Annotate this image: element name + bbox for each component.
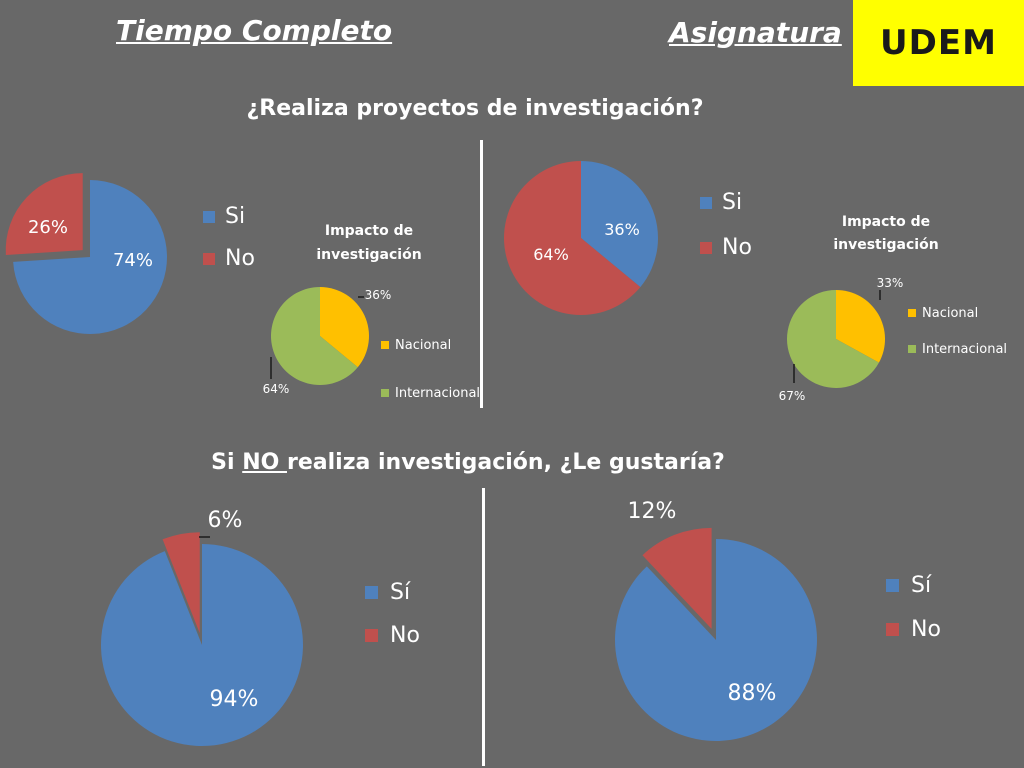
- header-tiempo-completo: Tiempo Completo: [116, 14, 393, 47]
- tc-gustaria-legend-label-1: No: [390, 623, 420, 648]
- as-impacto-title-line-2: investigación: [833, 237, 938, 253]
- tc-impacto-legend-label-1: Internacional: [395, 386, 480, 401]
- as-impacto-legend-swatch-1: [908, 345, 916, 353]
- tc-investigacion-legend-swatch-1: [203, 253, 215, 265]
- as-gustaria-data-label-0: 88%: [728, 681, 777, 706]
- as-gustaria-legend-swatch-0: [886, 579, 899, 592]
- as-impacto-data-label-1: 67%: [779, 389, 806, 403]
- tc-gustaria-slice-no: [162, 532, 200, 634]
- as-gustaria-legend-swatch-1: [886, 623, 899, 636]
- as-gustaria-slice-no: [642, 527, 712, 629]
- as-gustaria-legend-label-1: No: [911, 617, 941, 642]
- as-investigacion-data-label-0: 36%: [604, 220, 640, 239]
- tc-impacto-legend-swatch-0: [381, 341, 389, 349]
- tc-gustaria-legend-swatch-0: [365, 586, 378, 599]
- tc-impacto-data-label-0: 36%: [365, 288, 392, 302]
- tc-impacto-title-line-2: investigación: [316, 247, 421, 263]
- as-impacto-legend-label-1: Internacional: [922, 342, 1007, 357]
- as-gustaria-data-label-1: 12%: [628, 499, 677, 524]
- tc-gustaria-slice-sí: [100, 544, 303, 746]
- tc-investigacion-data-label-0: 74%: [113, 250, 153, 271]
- question-2-suffix: realiza investigación, ¿Le gustaría?: [287, 450, 725, 475]
- tc-impacto-legend-label-0: Nacional: [395, 338, 451, 353]
- tc-gustaria-legend-label-0: Sí: [390, 580, 411, 605]
- question-2-title: Si NO realiza investigación, ¿Le gustarí…: [0, 450, 936, 475]
- tc-investigacion-legend-swatch-0: [203, 211, 215, 223]
- divider-top: [480, 140, 483, 408]
- udem-logo: UDEM: [853, 0, 1024, 86]
- tc-investigacion-slice-si: [13, 180, 167, 334]
- as-investigacion-data-label-1: 64%: [533, 245, 569, 264]
- question-1-title: ¿Realiza proyectos de investigación?: [246, 96, 704, 121]
- as-gustaria-legend-label-0: Sí: [911, 573, 932, 598]
- as-impacto-legend-swatch-0: [908, 309, 916, 317]
- as-impacto-slice-nacional: [836, 290, 886, 363]
- tc-investigacion-legend-label-0: Si: [225, 204, 245, 229]
- as-investigacion-legend-swatch-1: [700, 242, 712, 254]
- tc-impacto-slice-internacional: [271, 287, 358, 386]
- as-investigacion-legend-label-1: No: [722, 235, 752, 260]
- as-impacto-data-label-0: 33%: [877, 276, 904, 290]
- tc-impacto-slice-nacional: [320, 287, 370, 368]
- as-impacto-slice-internacional: [787, 290, 879, 389]
- tc-investigacion-slice-no: [5, 173, 83, 255]
- question-2-prefix: Si: [211, 450, 243, 475]
- as-investigacion-legend-swatch-0: [700, 197, 712, 209]
- tc-impacto-legend-swatch-1: [381, 389, 389, 397]
- tc-gustaria-data-label-1: 6%: [208, 508, 243, 533]
- header-asignatura: Asignatura: [669, 16, 842, 49]
- tc-gustaria-legend-swatch-1: [365, 629, 378, 642]
- as-gustaria-slice-sí: [614, 539, 817, 741]
- question-2-underlined: NO: [242, 450, 287, 475]
- as-investigacion-slice-si: [581, 161, 658, 288]
- tc-gustaria-data-label-0: 94%: [210, 687, 259, 712]
- tc-impacto-title-line-1: Impacto de: [325, 223, 413, 239]
- as-investigacion-legend-label-0: Si: [722, 190, 742, 215]
- tc-impacto-data-label-1: 64%: [263, 382, 290, 396]
- divider-bottom: [482, 488, 485, 766]
- as-impacto-title-line-1: Impacto de: [842, 214, 930, 230]
- tc-investigacion-data-label-1: 26%: [28, 217, 68, 238]
- udem-logo-text: UDEM: [880, 23, 997, 63]
- as-impacto-legend-label-0: Nacional: [922, 306, 978, 321]
- as-investigacion-slice-no: [503, 161, 641, 315]
- tc-investigacion-legend-label-1: No: [225, 246, 255, 271]
